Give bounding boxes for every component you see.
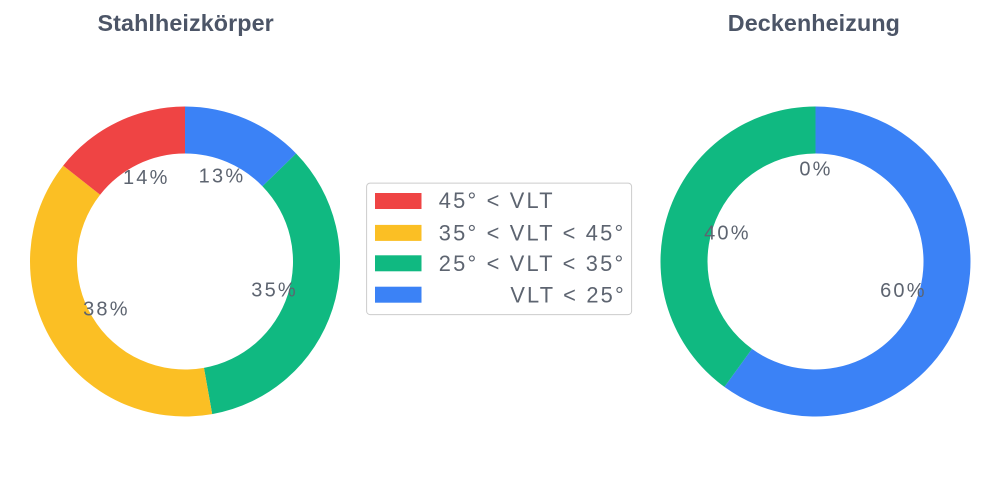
svg-text:40%: 40%	[704, 222, 751, 244]
svg-text:60%: 60%	[880, 280, 927, 302]
svg-text:35° < VLT < 45°: 35° < VLT < 45°	[439, 221, 626, 246]
svg-text:Stahlheizkörper: Stahlheizkörper	[98, 10, 274, 36]
svg-text:Deckenheizung: Deckenheizung	[728, 10, 900, 36]
svg-text:13%: 13%	[199, 166, 246, 188]
svg-text:14%: 14%	[123, 167, 170, 189]
svg-text:0%: 0%	[799, 158, 832, 180]
svg-text:25° < VLT < 35°: 25° < VLT < 35°	[439, 251, 626, 276]
svg-text:35%: 35%	[251, 280, 298, 302]
svg-text:VLT < 25°: VLT < 25°	[510, 282, 626, 307]
svg-text:38%: 38%	[83, 299, 130, 321]
svg-text:45° < VLT: 45° < VLT	[439, 188, 555, 213]
